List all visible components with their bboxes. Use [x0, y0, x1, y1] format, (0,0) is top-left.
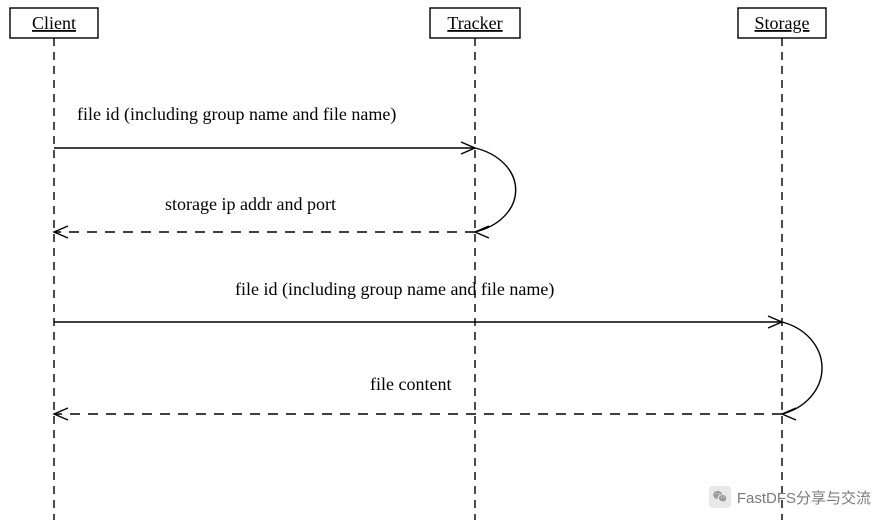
lifeline-client: Client — [10, 8, 98, 520]
message-m4-label: file content — [370, 374, 451, 394]
message-m3: file id (including group name and file n… — [54, 279, 822, 420]
message-m2-label: storage ip addr and port — [165, 194, 336, 214]
message-m2: storage ip addr and port — [54, 194, 475, 238]
wechat-icon — [709, 486, 731, 508]
lifeline-tracker: Tracker — [430, 8, 520, 520]
lifeline-client-label: Client — [32, 13, 76, 33]
watermark-text: FastDFS分享与交流 — [737, 487, 871, 508]
watermark: FastDFS分享与交流 — [709, 486, 871, 508]
message-m1: file id (including group name and file n… — [54, 104, 516, 238]
lifeline-storage: Storage — [738, 8, 826, 520]
lifeline-storage-label: Storage — [755, 13, 810, 33]
lifeline-tracker-label: Tracker — [447, 13, 502, 33]
sequence-diagram: Client Tracker Storage file id (including g… — [0, 0, 885, 522]
message-m1-label: file id (including group name and file n… — [77, 104, 396, 125]
message-m3-label: file id (including group name and file n… — [235, 279, 554, 300]
message-m4: file content — [54, 374, 782, 420]
